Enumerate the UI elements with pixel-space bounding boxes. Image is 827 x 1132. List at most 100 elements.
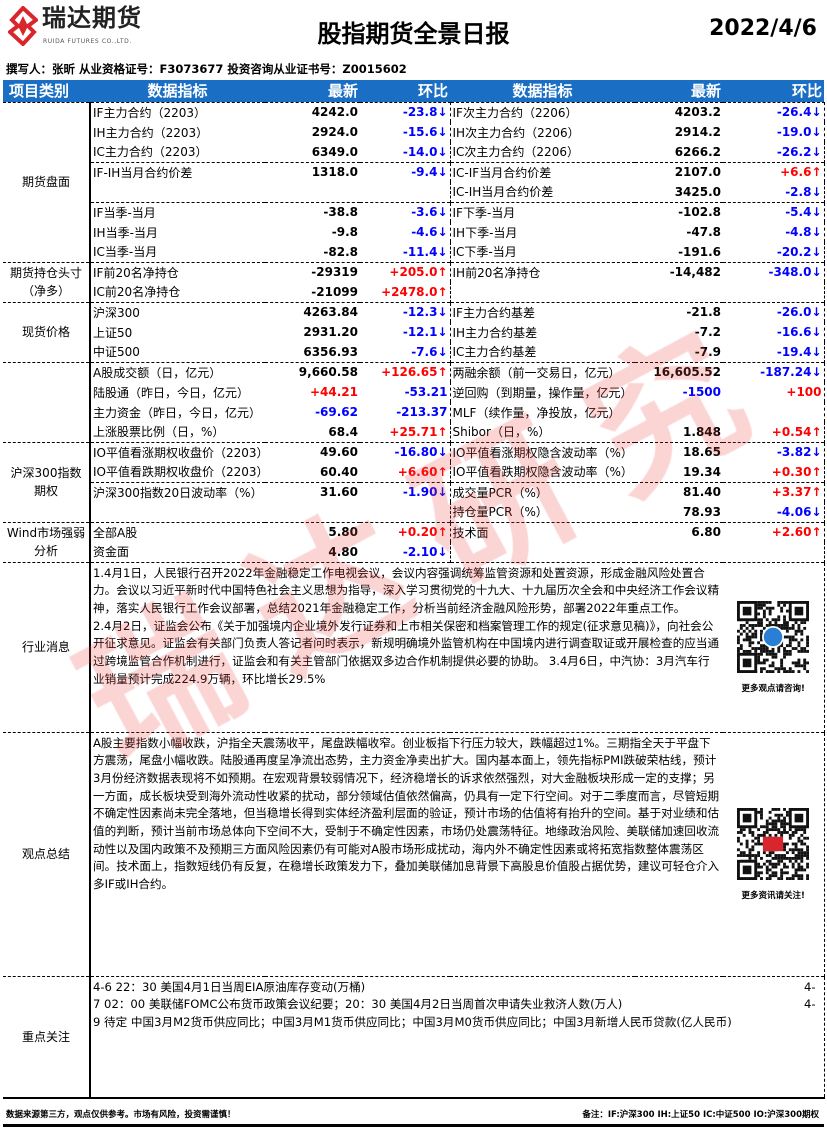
latest-right-cell: 18.65 bbox=[635, 441, 723, 462]
change-right-cell: +0.54↑ bbox=[723, 422, 825, 442]
indicator-right-cell: IC主力合约基差 bbox=[452, 345, 537, 360]
indicator-right-cell: MLF（续作量，净投放，亿元） bbox=[452, 405, 621, 420]
qr-caption: 更多资讯请关注! bbox=[741, 890, 805, 901]
latest-right-cell: -7.2 bbox=[694, 325, 721, 339]
indicator-cell: IF-IH当月合约价差 bbox=[90, 161, 265, 182]
focus-item: 4-6 22：30 美国4月1日当周EIA原油库存变动(万桶) 4- bbox=[93, 979, 822, 997]
table-row: 中证500 6356.93 -7.6↓ IC主力合约基差 -7.9 -19.4↓ bbox=[3, 342, 825, 362]
change-cell: -1.90↓ bbox=[360, 481, 451, 502]
indicator-cell: 上涨股票比例（日，%） bbox=[93, 425, 225, 440]
change-cell: -7.6↓ bbox=[360, 342, 451, 362]
author-line: 撰写人：张昕 从业资格证号：F3073677 投资咨询从业证书号：Z001560… bbox=[6, 62, 407, 76]
indicator-right-cell: IF下季-当月 bbox=[450, 201, 635, 222]
table-row: A股成交额（日，亿元） 9,660.58 +126.65↑ 两融余额（前一交易日，亿元… bbox=[3, 361, 825, 442]
latest-cell: 4.80 bbox=[328, 544, 358, 559]
latest-right-cell: 78.93 bbox=[683, 504, 721, 519]
category-cell: 期货盘面 bbox=[3, 101, 91, 262]
indicator-cell: 陆股通（昨日，今日，亿元） bbox=[93, 385, 250, 400]
indicator-right-cell bbox=[450, 282, 635, 302]
indicator-cell: IC前20名净持仓 bbox=[93, 285, 181, 300]
latest-right-cell: 6.80 bbox=[635, 521, 723, 542]
indicator-right-cell: IO平值看涨期权隐含波动率（%） bbox=[450, 441, 635, 462]
col-header-indicator-right: 数据指标 bbox=[450, 80, 635, 102]
qr-cell: 更多资讯请关注! bbox=[723, 731, 825, 976]
change-cell: -9.4↓ bbox=[360, 161, 451, 182]
indicator-cell: 沪深300 bbox=[90, 301, 265, 322]
change-cell: -2.10↓ bbox=[360, 542, 451, 562]
latest-cell: 5.80 bbox=[265, 521, 360, 542]
latest-right-cell: 81.40 bbox=[635, 481, 723, 502]
indicator-right-cell: IH主力合约基差 bbox=[452, 325, 538, 340]
change-right-cell: -20.2↓ bbox=[723, 242, 825, 262]
indicator-right-cell: IC-IF当月合约价差 bbox=[450, 161, 635, 182]
table-row: 陆股通（昨日，今日，亿元） +44.21 -53.21 逆回购（到期量，操作量，亿元）… bbox=[3, 382, 825, 402]
change-cell: +25.71↑ bbox=[360, 422, 451, 442]
change-right-cell: -19.4↓ bbox=[723, 342, 825, 362]
change-cell: -15.6↓ bbox=[360, 122, 451, 142]
table-row: IC-IH当月合约价差 3425.0 -2.8↓ bbox=[3, 182, 825, 202]
focus-item: 7 02：00 美联储FOMC公布货币政策会议纪要；20：30 美国4月2日当周… bbox=[93, 996, 822, 1014]
table-row: 期货盘面 IF主力合约（2203） 4242.0 -23.8↓ IF次主力合约（2206… bbox=[3, 101, 825, 262]
category-cell: Wind市场强弱分析 bbox=[3, 521, 91, 562]
indicator-cell bbox=[90, 182, 265, 202]
data-table: 项目类别 数据指标 最新 环比 数据指标 最新 环比 期货盘面 IF主力合约（22… bbox=[3, 80, 825, 1099]
category-cell bbox=[3, 361, 91, 442]
indicator-cell: IC当季-当月 bbox=[93, 245, 158, 260]
latest-right-cell bbox=[635, 402, 723, 422]
latest-cell: -29319 bbox=[265, 261, 360, 282]
change-cell bbox=[360, 182, 451, 202]
change-right-cell: -26.2↓ bbox=[723, 142, 825, 162]
latest-cell: 4242.0 bbox=[265, 101, 360, 122]
focus-label: 重点关注 bbox=[3, 975, 91, 1099]
change-right-cell bbox=[723, 542, 825, 562]
change-right-cell: +100 bbox=[723, 382, 825, 402]
table-row: 主力资金（昨日，今日，亿元） -69.62 -213.37 MLF（续作量，净投放，亿… bbox=[3, 402, 825, 422]
news-row: 行业消息 1.4月1日，人民银行召开2022年金融稳定工作电视会议，会议内容强调统… bbox=[3, 561, 825, 732]
qr-code-icon bbox=[725, 600, 822, 676]
latest-cell: 31.60 bbox=[265, 481, 360, 502]
indicator-right-cell: 逆回购（到期量，操作量，亿元） bbox=[452, 385, 633, 400]
indicator-right-cell: 成交量PCR（%） bbox=[450, 481, 635, 502]
indicator-cell: 主力资金（昨日，今日，亿元） bbox=[93, 405, 262, 420]
change-cell: -23.8↓ bbox=[360, 101, 451, 122]
change-right-cell: -26.0↓ bbox=[723, 301, 825, 322]
change-right-cell: -19.0↓ bbox=[723, 122, 825, 142]
change-cell: -213.37 bbox=[360, 402, 451, 422]
latest-right-cell bbox=[635, 282, 723, 302]
latest-cell bbox=[265, 182, 360, 202]
change-cell: -16.80↓ bbox=[360, 441, 451, 462]
latest-right-cell: -191.6 bbox=[678, 244, 721, 259]
indicator-right-cell: IF次主力合约（2206） bbox=[450, 101, 635, 122]
change-right-cell: -348.0↓ bbox=[723, 261, 825, 282]
focus-item-text: 9 待定 中国3月M2货币供应同比；中国3月M1货币供应同比；中国3月M0货币供… bbox=[93, 1014, 732, 1029]
table-row: 现货价格 沪深300 4263.84 -12.3↓ IF主力合约基差 -21.8 -26.0… bbox=[3, 301, 825, 362]
latest-cell: 2931.20 bbox=[303, 325, 358, 339]
news-label: 行业消息 bbox=[3, 561, 91, 732]
change-cell: -12.3↓ bbox=[360, 301, 451, 322]
news-text: 1.4月1日，人民银行召开2022年金融稳定工作电视会议，会议内容强调统筹监管资… bbox=[90, 561, 723, 732]
col-header-category: 项目类别 bbox=[3, 80, 90, 102]
change-right-cell: +3.37↑ bbox=[723, 481, 825, 502]
change-cell: +0.20↑ bbox=[360, 521, 451, 542]
indicator-cell: IF前20名净持仓 bbox=[90, 261, 265, 282]
latest-cell: 68.4 bbox=[328, 424, 358, 439]
col-header-change: 环比 bbox=[360, 80, 450, 102]
latest-right-cell: 3425.0 bbox=[674, 184, 721, 199]
table-row: 上涨股票比例（日，%） 68.4 +25.71↑ Shibor（日，%） 1.848 +0… bbox=[3, 422, 825, 442]
indicator-cell: IO平值看涨期权收盘价（2203） bbox=[90, 441, 265, 462]
change-cell: +126.65↑ bbox=[360, 361, 451, 382]
change-cell: -4.6↓ bbox=[360, 222, 451, 242]
latest-cell: 1318.0 bbox=[265, 161, 360, 182]
col-header-change-right: 环比 bbox=[723, 80, 824, 102]
change-cell: +6.60↑ bbox=[360, 462, 451, 482]
indicator-right-cell: IO平值看跌期权隐含波动率（%） bbox=[452, 465, 633, 480]
view-text: A股主要指数小幅收跌，沪指全天震荡收平，尾盘跌幅收窄。创业板指下行压力较大，跌幅… bbox=[90, 731, 723, 976]
change-right-cell: -4.06↓ bbox=[723, 502, 825, 522]
latest-right-cell: 2914.2 bbox=[674, 125, 721, 139]
indicator-right-cell: IC次主力合约（2206） bbox=[452, 145, 579, 160]
indicator-cell: 上证50 bbox=[93, 325, 133, 340]
latest-right-cell: -21.8 bbox=[635, 301, 723, 322]
change-cell bbox=[360, 502, 451, 522]
latest-cell bbox=[265, 502, 360, 522]
latest-cell: -38.8 bbox=[265, 201, 360, 222]
